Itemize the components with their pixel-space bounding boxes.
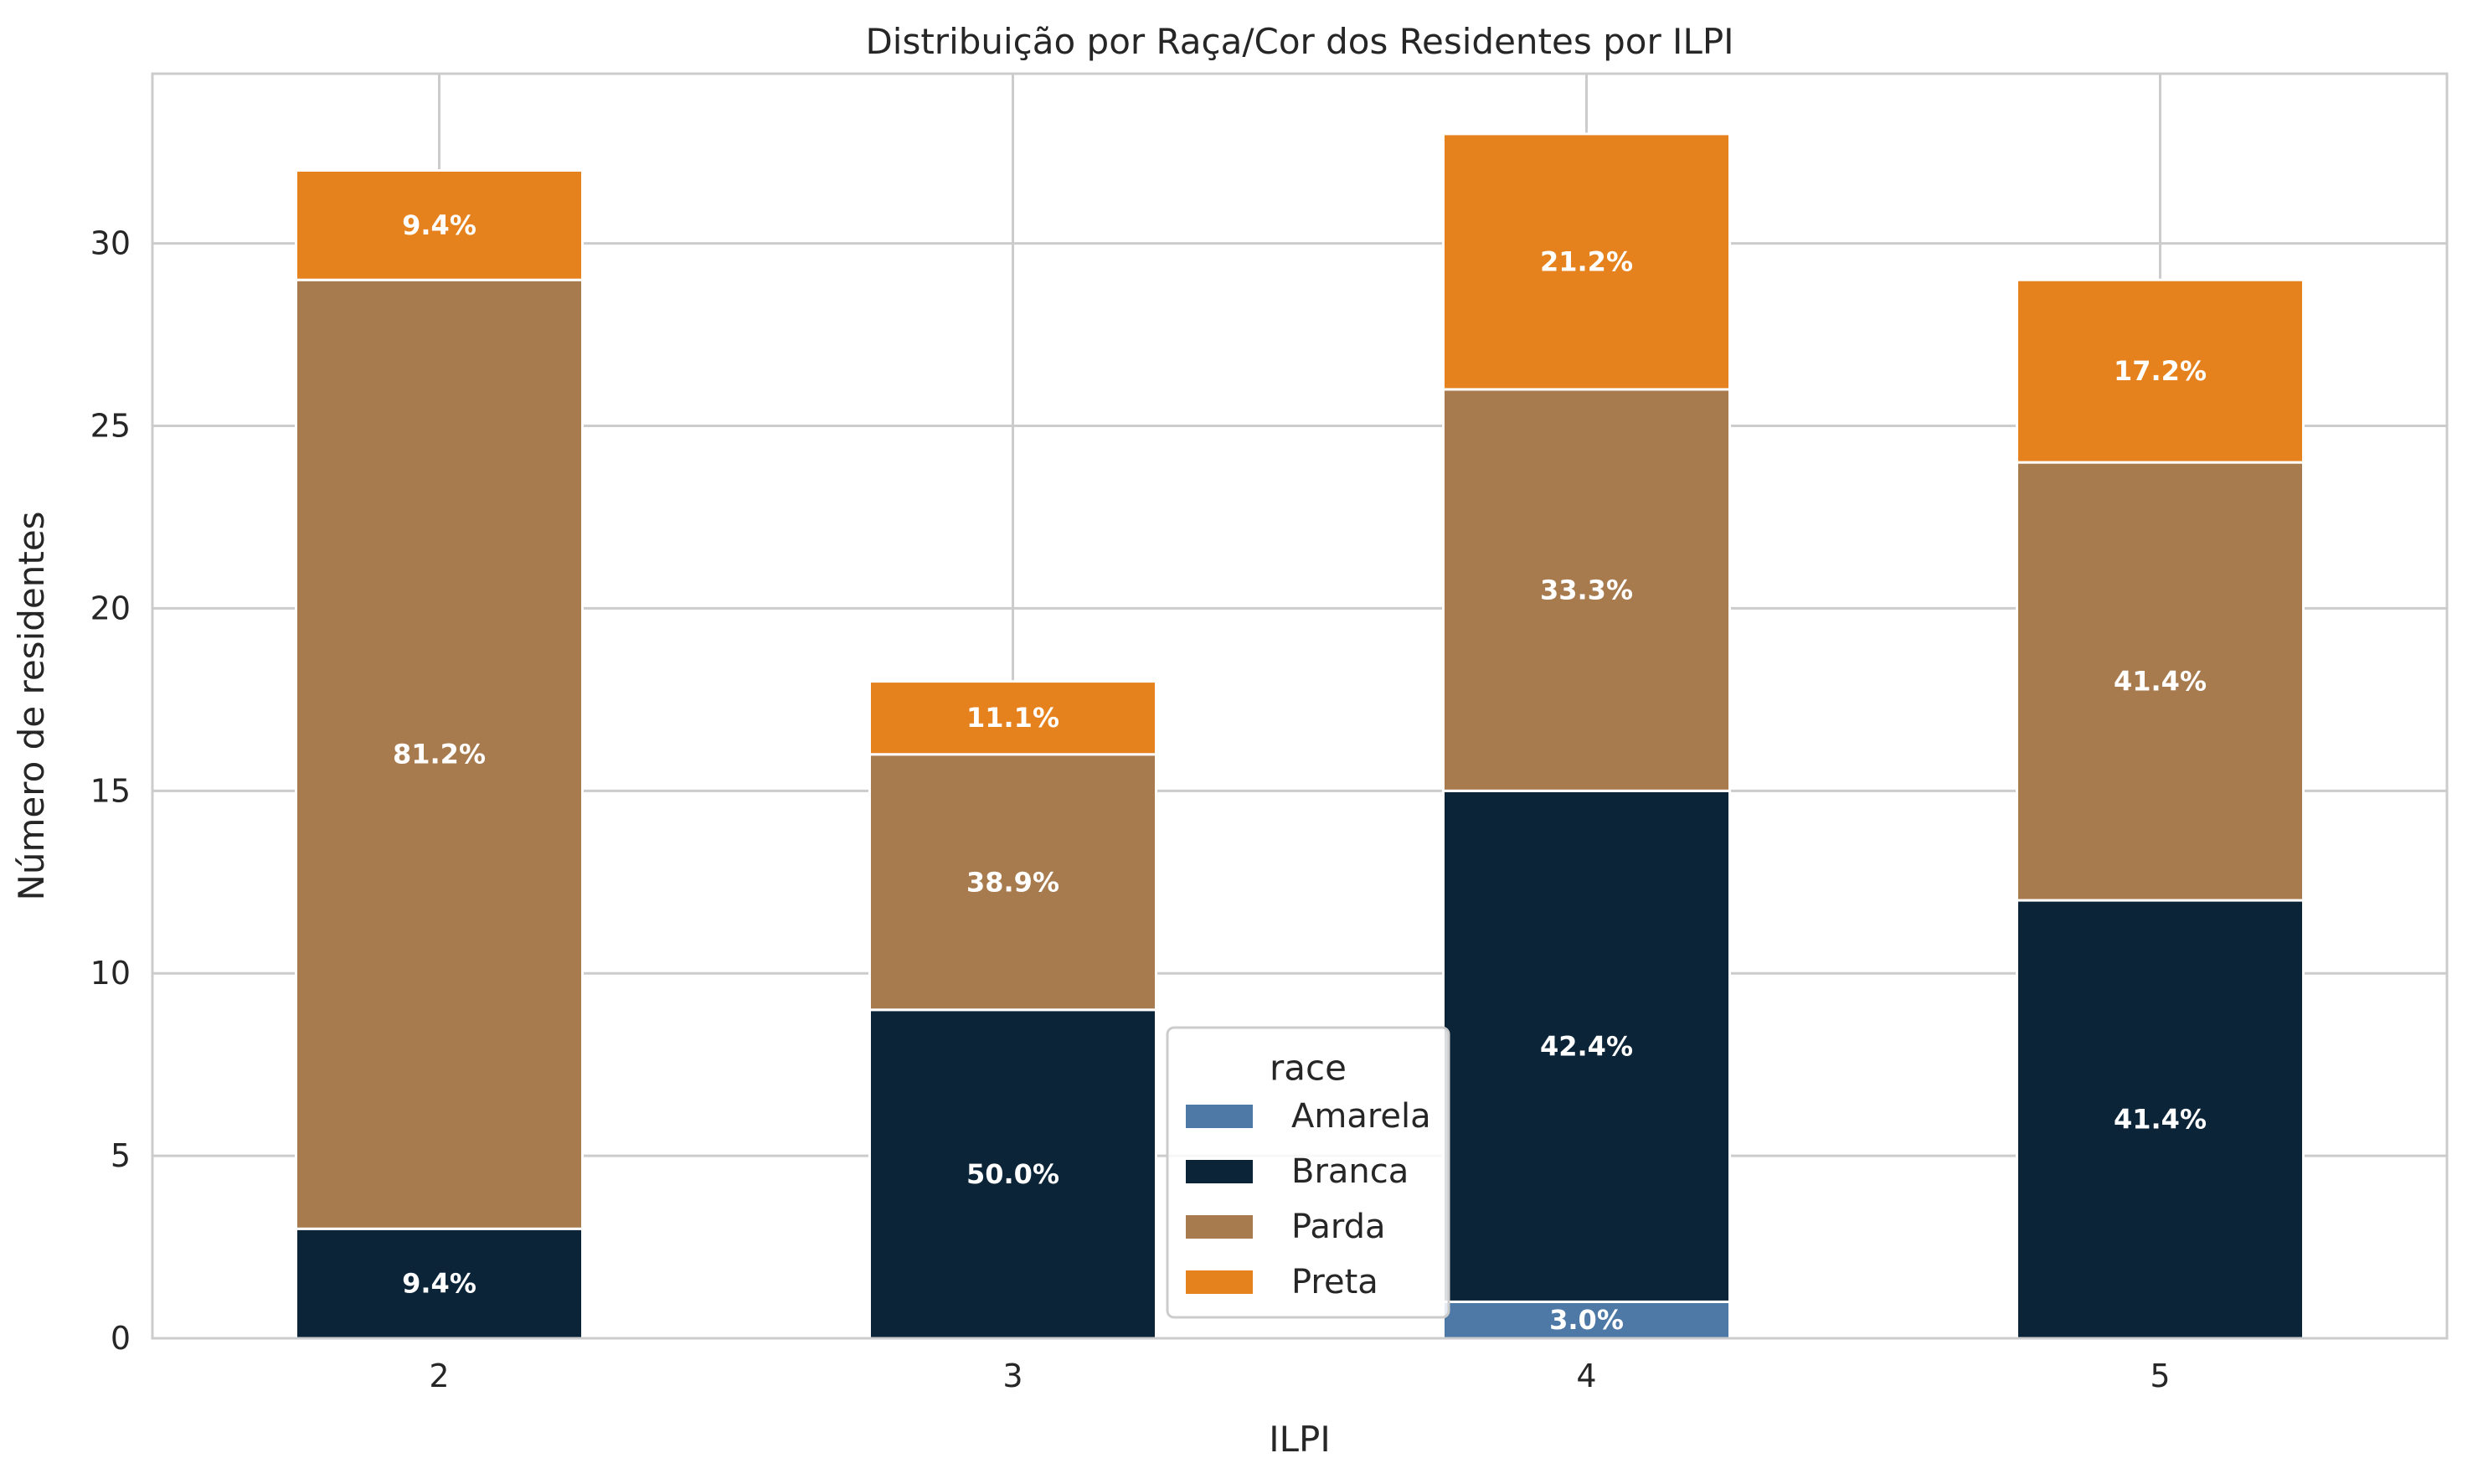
y-tick-label: 0 (111, 1320, 131, 1357)
bar-segment-preta-ilpi-4 (1442, 132, 1731, 391)
bar-segment-parda-ilpi-2 (295, 278, 584, 1230)
data-label: 9.4% (402, 1268, 476, 1300)
data-label: 41.4% (2114, 666, 2207, 698)
legend-title: race (1270, 1048, 1347, 1089)
data-label: 38.9% (966, 866, 1059, 898)
data-label: 50.0% (966, 1158, 1059, 1190)
data-label: 17.2% (2114, 355, 2207, 387)
data-label: 11.1% (966, 702, 1059, 734)
plot-frame (151, 72, 2449, 1340)
y-tick-label: 10 (90, 955, 131, 992)
data-label: 81.2% (393, 739, 486, 770)
legend-box (1166, 1026, 1450, 1319)
bar-segment-parda-ilpi-4 (1442, 388, 1731, 792)
x-tick-label: 3 (1002, 1358, 1023, 1394)
bar-segment-amarela-ilpi-4 (1442, 1300, 1731, 1340)
bar-segment-preta-ilpi-3 (868, 680, 1157, 756)
legend-entry-parda: Parda (1291, 1208, 1385, 1246)
data-label: 41.4% (2114, 1104, 2207, 1136)
legend-entry-amarela: Amarela (1291, 1097, 1431, 1136)
y-tick-label: 20 (90, 590, 131, 626)
bars: 9.4% 81.2% 9.4% 50.0% 38.9% 11.1% 3.0% 42.4% 33.… (295, 132, 2305, 1340)
x-tick-label: 2 (429, 1358, 449, 1394)
x-axis-label: ILPI (1269, 1419, 1331, 1460)
legend-swatch-preta (1186, 1270, 1253, 1294)
legend-swatch-amarela (1186, 1105, 1253, 1128)
chart-title: Distribuição por Raça/Cor dos Residentes… (865, 21, 1733, 62)
data-label: 3.0% (1549, 1304, 1624, 1336)
bar-segment-branca-ilpi-5 (2016, 899, 2305, 1340)
legend-swatch-parda (1186, 1215, 1253, 1239)
data-label: 21.2% (1540, 245, 1633, 277)
tick-labels: 0 5 10 15 20 25 30 2 3 4 5 (90, 225, 2171, 1394)
x-tick-label: 5 (2150, 1358, 2170, 1394)
bar-segment-branca-ilpi-2 (295, 1227, 584, 1340)
y-tick-label: 5 (111, 1137, 131, 1174)
legend-swatch-branca (1186, 1160, 1253, 1183)
data-label: 42.4% (1540, 1030, 1633, 1062)
x-tick-label: 4 (1576, 1358, 1596, 1394)
bar-segment-preta-ilpi-2 (295, 168, 584, 281)
legend: race Amarela Branca Parda Preta (1166, 1026, 1450, 1319)
legend-entry-branca: Branca (1291, 1152, 1409, 1191)
y-axis-label: Número de residentes (11, 511, 52, 900)
bar-segment-parda-ilpi-5 (2016, 461, 2305, 902)
y-tick-label: 15 (90, 772, 131, 809)
data-label: 9.4% (402, 209, 476, 241)
y-tick-label: 30 (90, 225, 131, 262)
bar-segment-parda-ilpi-3 (868, 753, 1157, 1012)
bar-segment-preta-ilpi-5 (2016, 278, 2305, 464)
data-label: 33.3% (1540, 575, 1633, 606)
legend-entry-preta: Preta (1291, 1263, 1378, 1301)
bar-segment-branca-ilpi-4 (1442, 789, 1731, 1303)
y-tick-label: 25 (90, 408, 131, 445)
bar-segment-branca-ilpi-3 (868, 1008, 1157, 1340)
